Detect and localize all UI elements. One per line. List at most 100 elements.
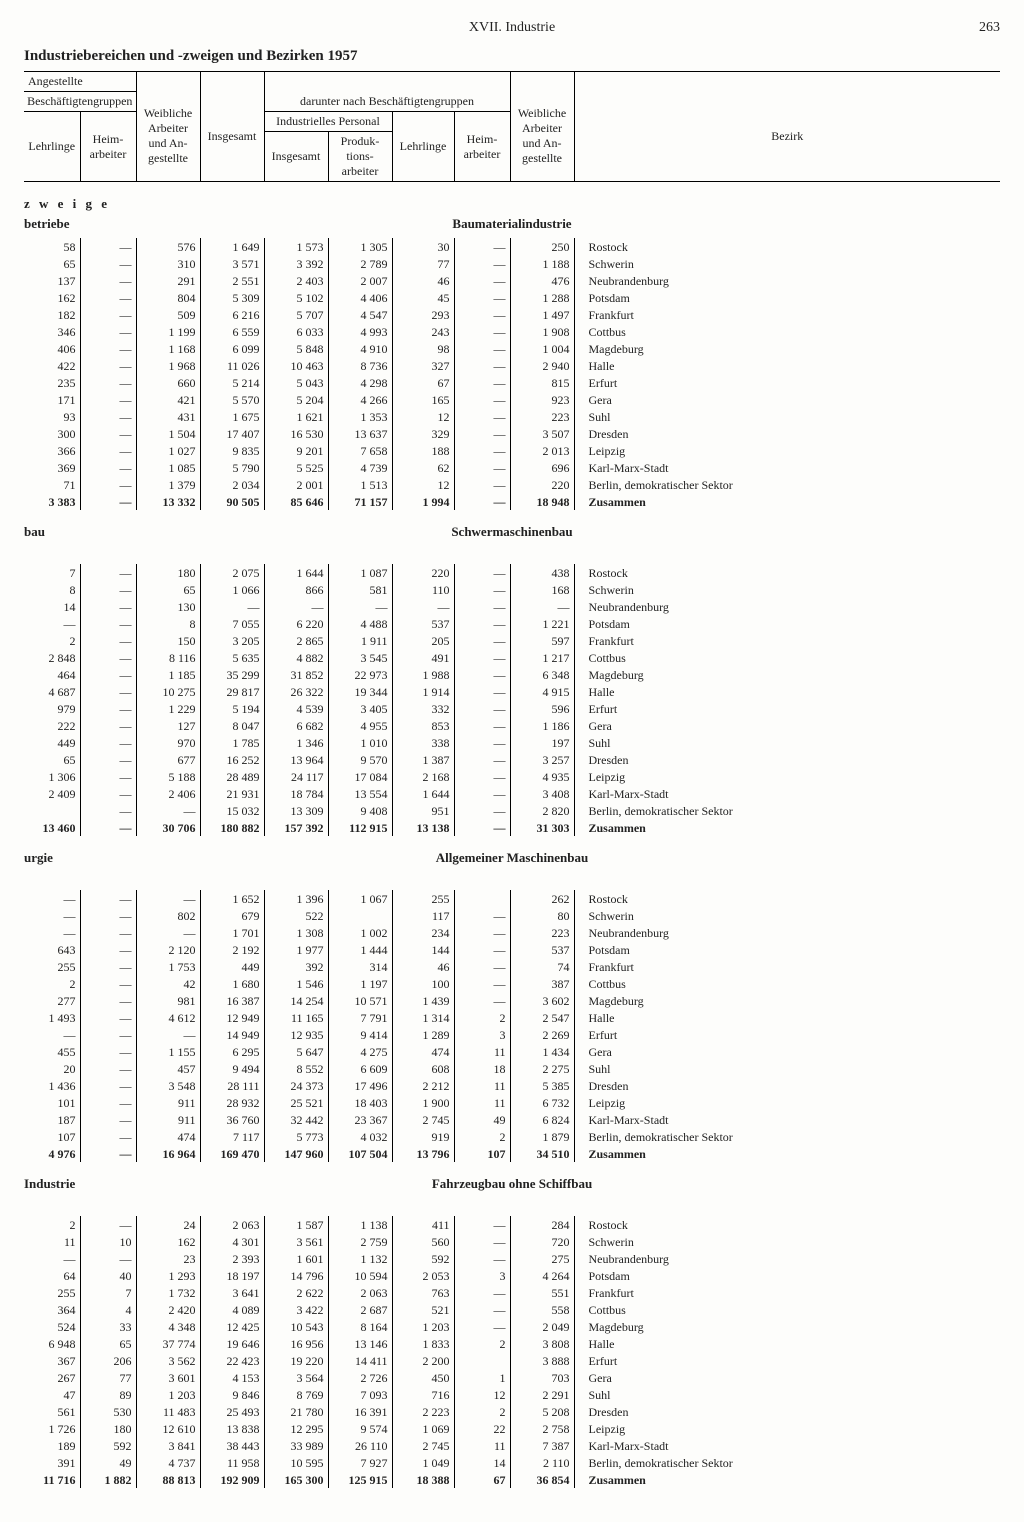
- cell: 28 489: [200, 768, 264, 785]
- bezirk-cell: Berlin, demokratischer Sektor: [574, 476, 1000, 493]
- cell: —: [454, 564, 510, 581]
- cell: —: [454, 615, 510, 632]
- cell: 16 252: [200, 751, 264, 768]
- hdr-besch-gruppen: Beschäftigtengruppen: [24, 92, 136, 112]
- cell: 13 964: [264, 751, 328, 768]
- table-row: 255—1 75344939231446—74Frankfurt: [24, 958, 1000, 975]
- cell: —: [454, 306, 510, 323]
- table-row: 162—8045 3095 1024 40645—1 288Potsdam: [24, 289, 1000, 306]
- bezirk-cell: Potsdam: [574, 615, 1000, 632]
- cell: 14 411: [328, 1352, 392, 1369]
- table-row: 2 848—8 1165 6354 8823 545491—1 217Cottb…: [24, 649, 1000, 666]
- cell: 329: [392, 425, 454, 442]
- cell: 4 348: [136, 1318, 200, 1335]
- cell: 6 348: [510, 666, 574, 683]
- cell: 137: [24, 272, 80, 289]
- cell: 125 915: [328, 1471, 392, 1488]
- cell: 12 295: [264, 1420, 328, 1437]
- cell: 101: [24, 1094, 80, 1111]
- bezirk-cell: Dresden: [574, 1077, 1000, 1094]
- cell: 5 647: [264, 1043, 328, 1060]
- cell: 197: [510, 734, 574, 751]
- cell: 2 007: [328, 272, 392, 289]
- cell: 3 548: [136, 1077, 200, 1094]
- cell: [328, 907, 392, 924]
- cell: 3 545: [328, 649, 392, 666]
- cell: 1 504: [136, 425, 200, 442]
- hdr-weibl-2: Weibliche Arbeiter und An- gestellte: [510, 92, 574, 182]
- table-row: 1895923 84138 44333 98926 1102 745117 38…: [24, 1437, 1000, 1454]
- cell: 36 760: [200, 1111, 264, 1128]
- cell: 157 392: [264, 819, 328, 836]
- table-row: 4 687—10 27529 81726 32219 3441 914—4 91…: [24, 683, 1000, 700]
- cell: 509: [136, 306, 200, 323]
- cell: 17 496: [328, 1077, 392, 1094]
- cell: 13 146: [328, 1335, 392, 1352]
- cell: 4 935: [510, 768, 574, 785]
- bezirk-cell: Neubrandenburg: [574, 598, 1000, 615]
- cell: 222: [24, 717, 80, 734]
- cell: 2 110: [510, 1454, 574, 1471]
- cell: 37 774: [136, 1335, 200, 1352]
- cell: —: [80, 323, 136, 340]
- data-table: 7—1802 0751 6441 087220—438Rostock8—651 …: [24, 564, 1000, 836]
- bezirk-cell: Cottbus: [574, 1301, 1000, 1318]
- bezirk-cell: Leipzig: [574, 442, 1000, 459]
- cell: 464: [24, 666, 80, 683]
- cell: 2 034: [200, 476, 264, 493]
- cell: 524: [24, 1318, 80, 1335]
- cell: 77: [80, 1369, 136, 1386]
- cell: 592: [80, 1437, 136, 1454]
- cell: —: [80, 924, 136, 941]
- cell: 13 554: [328, 785, 392, 802]
- cell: —: [80, 306, 136, 323]
- sections-container: z w e i g eBaumaterialindustriebetriebe5…: [24, 196, 1000, 1488]
- cell: 284: [510, 1216, 574, 1233]
- cell: [454, 890, 510, 907]
- cell: 8: [136, 615, 200, 632]
- cell: 206: [80, 1352, 136, 1369]
- cell: —: [454, 493, 510, 510]
- cell: 13 460: [24, 819, 80, 836]
- cell: —: [454, 666, 510, 683]
- cell: 521: [392, 1301, 454, 1318]
- cell: —: [454, 323, 510, 340]
- data-table: 58—5761 6491 5731 30530—250Rostock65—310…: [24, 238, 1000, 510]
- cell: 1 546: [264, 975, 328, 992]
- cell: 147 960: [264, 1145, 328, 1162]
- cell: 923: [510, 391, 574, 408]
- cell: 16 387: [200, 992, 264, 1009]
- cell: —: [454, 768, 510, 785]
- cell: 15 032: [200, 802, 264, 819]
- cell: 4 032: [328, 1128, 392, 1145]
- cell: 1 085: [136, 459, 200, 476]
- bezirk-cell: Frankfurt: [574, 1284, 1000, 1301]
- cell: 275: [510, 1250, 574, 1267]
- cell: 112 915: [328, 819, 392, 836]
- cell: 180: [136, 564, 200, 581]
- cell: 18 948: [510, 493, 574, 510]
- cell: 679: [200, 907, 264, 924]
- cell: —: [454, 408, 510, 425]
- cell: 327: [392, 357, 454, 374]
- cell: —: [80, 717, 136, 734]
- cell: 4 089: [200, 1301, 264, 1318]
- cell: —: [80, 992, 136, 1009]
- cell: 23: [136, 1250, 200, 1267]
- cell: 338: [392, 734, 454, 751]
- cell: 1 010: [328, 734, 392, 751]
- cell: 3 422: [264, 1301, 328, 1318]
- bezirk-cell: Cottbus: [574, 649, 1000, 666]
- table-row: ——87 0556 2204 488537—1 221Potsdam: [24, 615, 1000, 632]
- cell: 406: [24, 340, 80, 357]
- cell: 1 911: [328, 632, 392, 649]
- cell: 14: [454, 1454, 510, 1471]
- cell: —: [454, 649, 510, 666]
- cell: 4 976: [24, 1145, 80, 1162]
- cell: 3 601: [136, 1369, 200, 1386]
- bezirk-cell: Magdeburg: [574, 992, 1000, 1009]
- chapter-label: XVII. Industrie: [64, 20, 960, 36]
- column-header-table: Angestellte Beschäftigtengruppen Weiblic…: [24, 72, 1000, 182]
- cell: 421: [136, 391, 200, 408]
- cell: —: [454, 924, 510, 941]
